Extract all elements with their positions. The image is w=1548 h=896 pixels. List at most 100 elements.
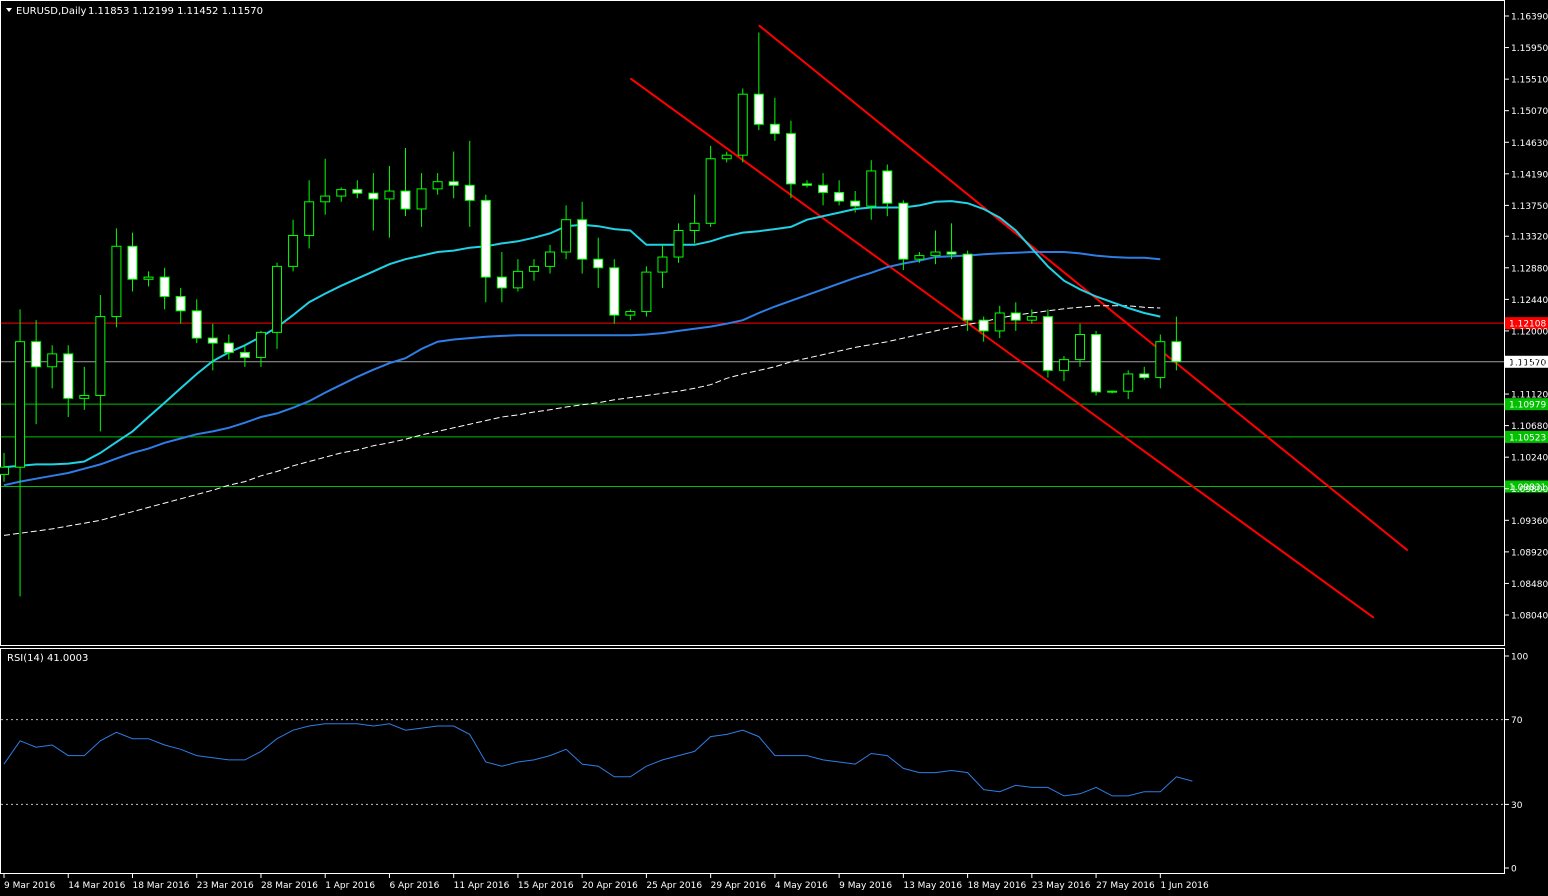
price-tick-label: 1.11120: [1511, 391, 1548, 401]
candle-body: [545, 251, 556, 267]
candle-body: [609, 267, 620, 316]
candle-body: [272, 265, 283, 333]
price-tick-label: 1.13750: [1511, 202, 1548, 212]
candle: [1171, 316, 1182, 371]
candle-body: [127, 245, 138, 280]
price-tick-label: 1.12000: [1511, 327, 1548, 337]
candle-body: [657, 256, 668, 273]
price-tick-label: 1.11570: [1511, 358, 1548, 368]
time-tick-label: 29 Apr 2016: [711, 881, 767, 891]
candle: [79, 366, 90, 410]
candle-body: [159, 276, 170, 297]
candle-body: [689, 222, 700, 231]
chart-header: EURUSD,Daily 1.11853 1.12199 1.11452 1.1…: [6, 6, 263, 17]
candle-body: [143, 276, 154, 280]
time-tick-label: 15 Apr 2016: [518, 881, 574, 891]
candle: [63, 345, 74, 418]
candle: [0, 452, 9, 482]
candle: [946, 223, 957, 260]
time-tick-label: 27 May 2016: [1096, 881, 1155, 891]
level-tag: [1505, 398, 1548, 411]
candle: [384, 165, 395, 238]
candle-body: [1155, 341, 1166, 379]
price-tick-label: 1.09360: [1511, 517, 1548, 527]
candle: [785, 120, 796, 199]
candle-body: [239, 351, 250, 358]
candle: [111, 228, 122, 328]
candle-body: [914, 255, 925, 260]
time-tick-label: 1 Jun 2016: [1160, 881, 1209, 891]
candle-body: [818, 184, 829, 193]
candle: [898, 200, 909, 270]
rsi-line: [3, 723, 1193, 797]
candle-body: [1075, 334, 1086, 361]
candle-body: [320, 195, 331, 203]
candle: [480, 194, 491, 303]
candle-body: [802, 183, 812, 186]
candle-body: [994, 312, 1005, 332]
time-tick-label: 23 May 2016: [1032, 881, 1091, 891]
candle-body: [95, 316, 106, 396]
candle-body: [737, 93, 748, 156]
candle-body: [577, 219, 588, 260]
level-tag: [1505, 317, 1548, 330]
candle-body: [641, 271, 652, 313]
candle-body: [1171, 341, 1182, 363]
candle-body: [962, 253, 973, 321]
symbol-label: EURUSD,Daily: [16, 6, 87, 17]
candle: [1058, 356, 1069, 382]
time-tick-label: 9 May 2016: [839, 881, 892, 891]
candle: [978, 316, 989, 342]
candle: [1010, 302, 1021, 331]
candle-body: [850, 200, 861, 207]
candle: [464, 140, 475, 227]
collapse-triangle-icon[interactable]: [6, 8, 12, 12]
time-tick-label: 18 Mar 2016: [132, 881, 189, 891]
time-tick-label: 6 Apr 2016: [389, 881, 439, 891]
candle-body: [191, 310, 202, 339]
candle-body: [63, 353, 74, 399]
candle-body: [288, 235, 299, 267]
candle: [737, 88, 748, 163]
price-tick-label: 1.12440: [1511, 296, 1548, 306]
time-axis: 9 Mar 2016 14 Mar 2016 18 Mar 2016 23 Mar 2…: [3, 874, 1209, 891]
price-tick-label: 1.09800: [1511, 485, 1548, 495]
candle-body: [255, 331, 266, 358]
candle: [272, 262, 283, 349]
candle-body: [175, 295, 186, 312]
candle: [545, 244, 556, 274]
candle: [47, 345, 58, 389]
candle: [1123, 370, 1134, 400]
candle-body: [432, 181, 443, 190]
candle: [15, 309, 26, 597]
candle: [31, 320, 42, 425]
candle: [320, 158, 331, 215]
time-tick-label: 28 Mar 2016: [261, 881, 318, 891]
candle: [753, 32, 764, 131]
price-tick-label: 1.14190: [1511, 170, 1548, 180]
candle-body: [111, 245, 122, 318]
candle: [866, 160, 877, 220]
candle: [336, 187, 347, 202]
time-tick-label: 25 Apr 2016: [646, 881, 702, 891]
level-tag-label: 1.12108: [1509, 320, 1546, 330]
candle-body: [673, 229, 684, 258]
candle: [512, 259, 523, 292]
candle-body: [978, 319, 989, 332]
price-tick-label: 1.16390: [1511, 13, 1548, 23]
level-tag: [1505, 355, 1548, 368]
level-tag-label: 1.11570: [1509, 358, 1546, 368]
candle: [448, 151, 459, 199]
rsi-tick-label: 30: [1511, 801, 1523, 811]
candle: [143, 271, 154, 287]
candle-body: [898, 202, 909, 260]
level-tag: [1505, 430, 1548, 443]
candle-body: [930, 251, 941, 257]
candle: [850, 191, 861, 213]
candle-body: [785, 133, 796, 185]
candle-body: [512, 270, 523, 289]
price-tick-label: 1.15070: [1511, 107, 1548, 117]
candle: [288, 219, 299, 272]
candle: [207, 323, 218, 371]
